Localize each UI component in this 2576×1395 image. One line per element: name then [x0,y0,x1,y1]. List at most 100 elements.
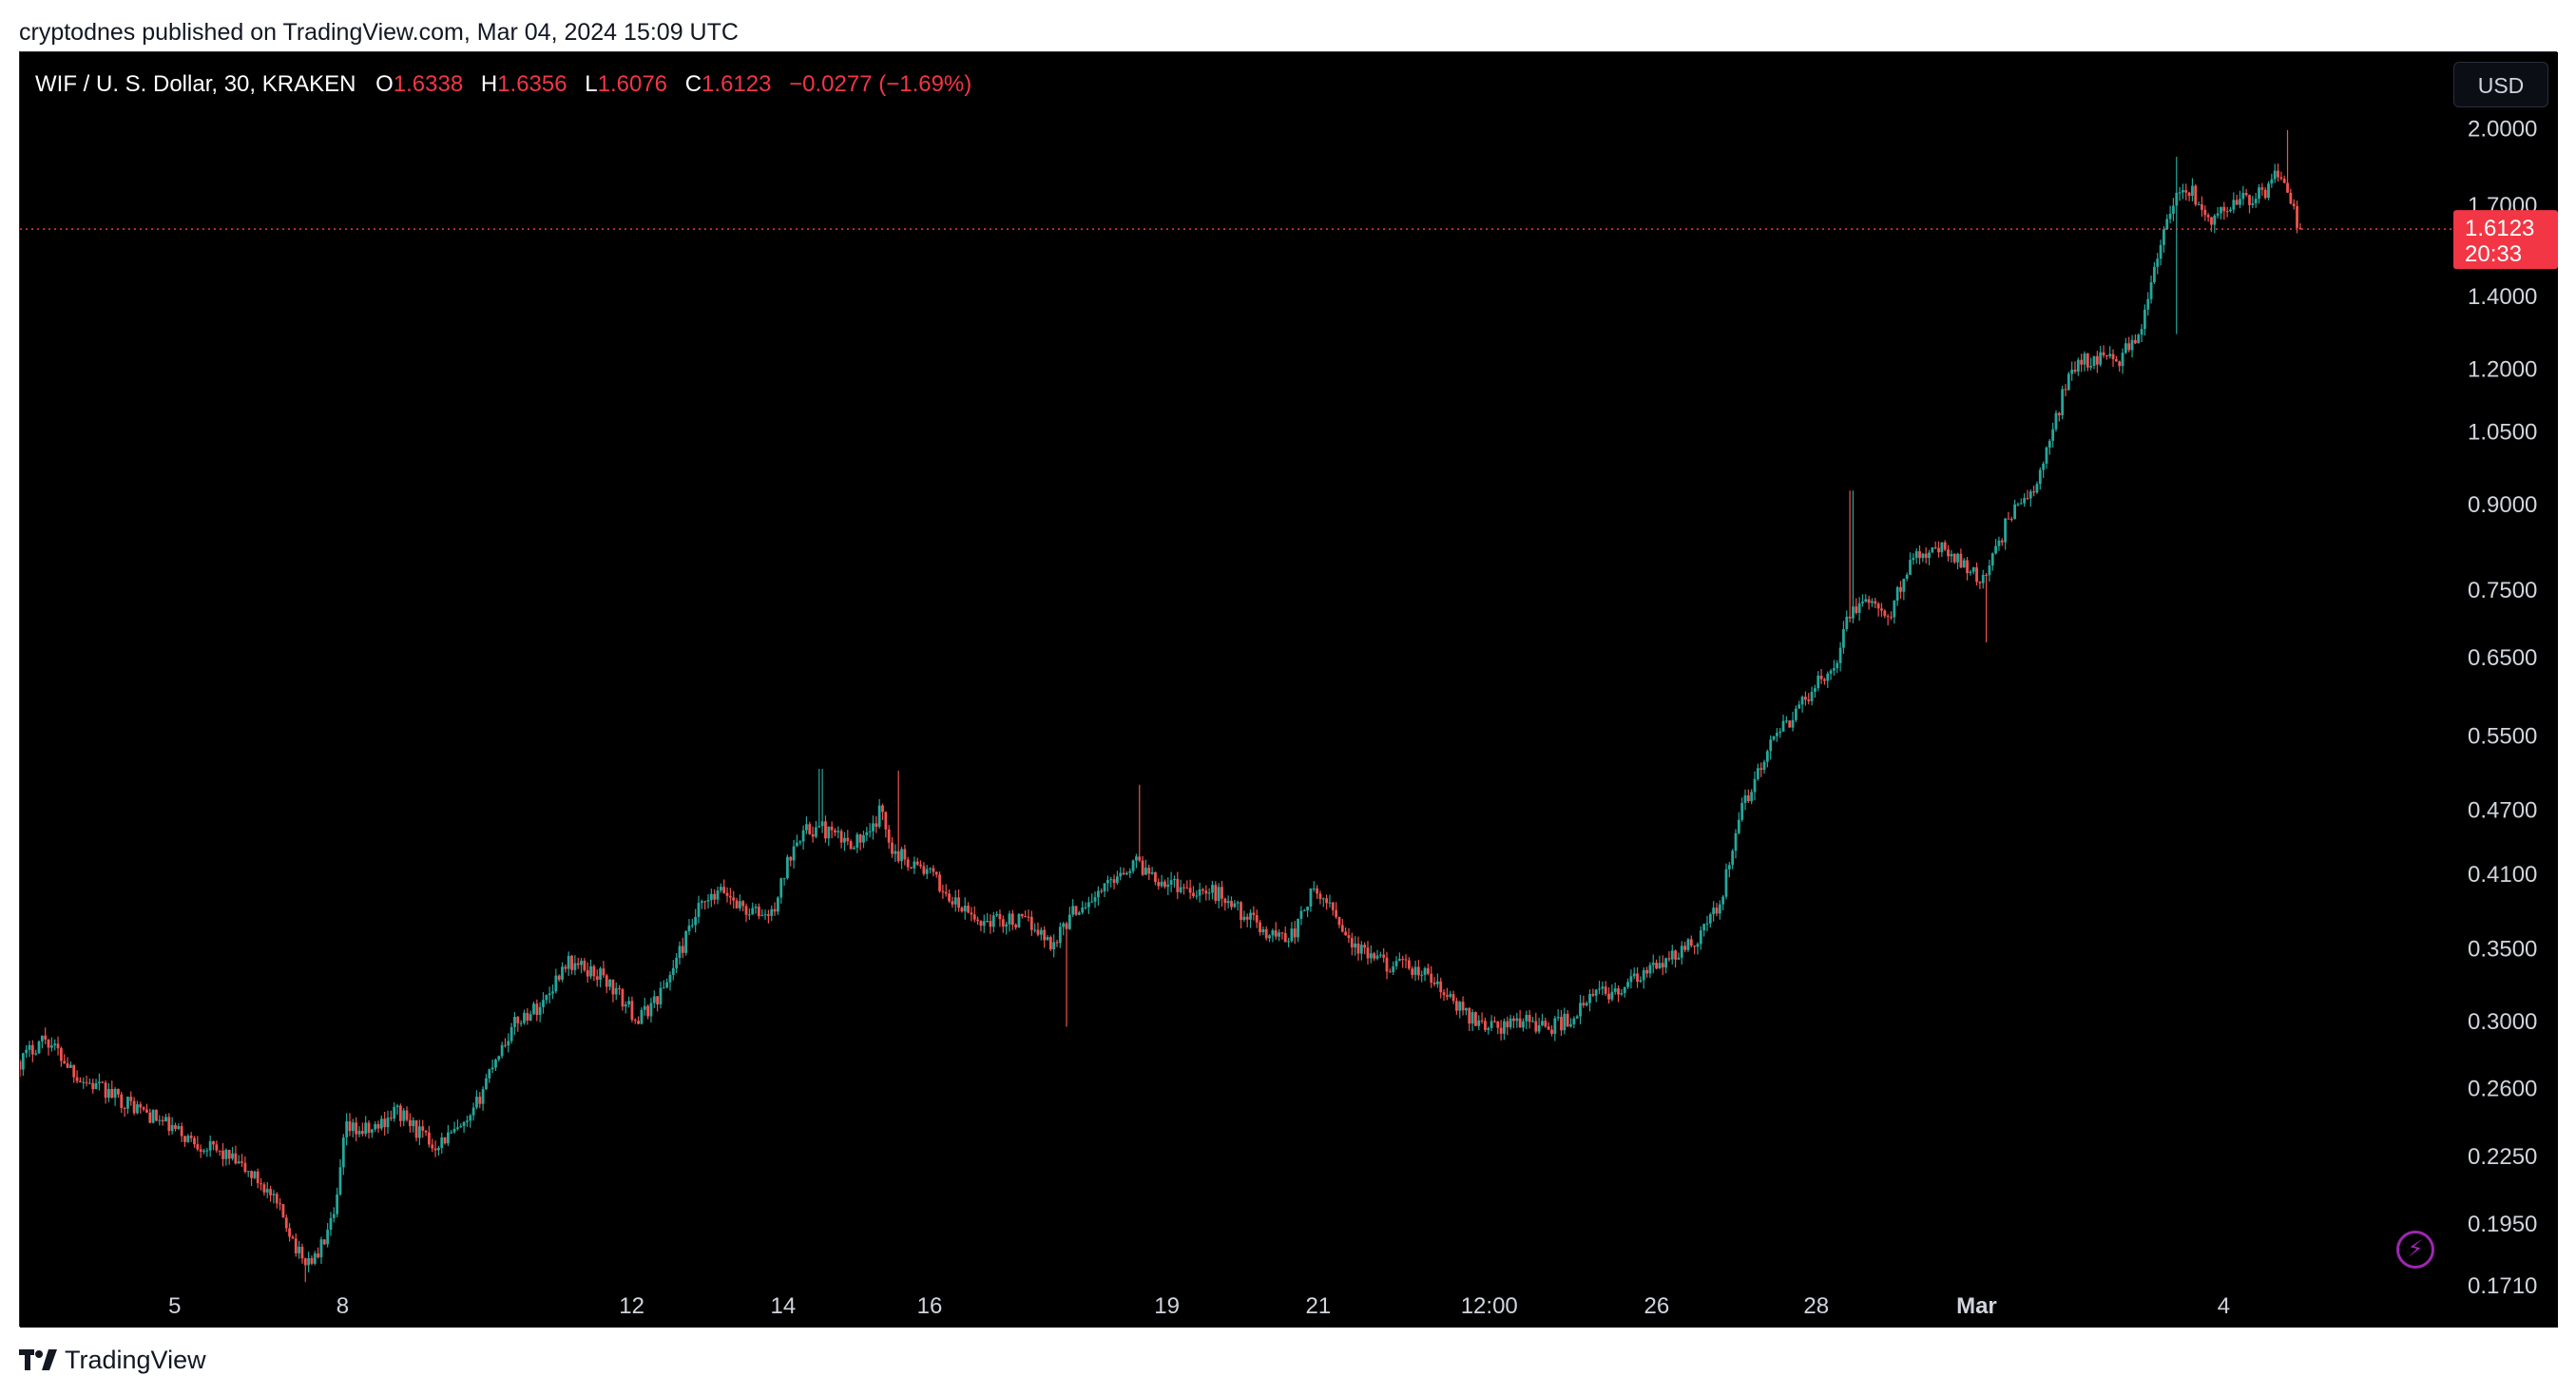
candle-body [145,1109,148,1113]
candle-body [88,1082,91,1084]
candle-body [1582,1003,1586,1005]
candle-body [1931,547,1934,553]
candle-body [1217,887,1221,901]
candle-body [2111,354,2115,359]
candle-body [1791,719,1795,728]
candle-body [1988,565,1991,576]
candle-body [151,1109,155,1123]
candle-body [1055,942,1059,944]
tradingview-logo[interactable]: TradingView [19,1346,206,1374]
candle-body [2019,503,2023,505]
publisher-caption: cryptodnes published on TradingView.com,… [19,19,739,46]
candle-body [675,957,679,968]
candle-body [2054,412,2058,430]
candle-body [1416,966,1420,976]
y-tick-label: 0.7500 [2468,578,2537,603]
candle-body [957,897,960,908]
candle-body [894,850,897,854]
candle-body [751,908,755,915]
candle-body [1769,739,1773,752]
candle-body [773,908,777,912]
candle-body [322,1239,326,1245]
candle-body [1667,958,1671,960]
candle-body [1807,699,1811,701]
candle-body [405,1110,409,1120]
candle-body [398,1105,402,1121]
candle-body [1245,916,1249,920]
candle-body [452,1128,456,1133]
candle-body [1503,1021,1506,1034]
candlestick-chart[interactable]: 2.00001.70001.40001.20001.05000.90000.75… [20,52,2558,1328]
candle-body [1188,888,1192,893]
candle-body [986,921,990,923]
candle-body [329,1217,333,1231]
candle-body [1169,880,1173,885]
candle-body [117,1088,120,1095]
candle-body [1474,1012,1477,1026]
candle-body [63,1061,67,1063]
candle-body [272,1194,276,1195]
candle-body [1378,954,1382,956]
candle-body [2013,504,2017,520]
y-tick-label: 1.0500 [2468,419,2537,445]
candle-body [1528,1014,1531,1022]
candle-body [2137,334,2141,344]
chart-panel[interactable]: 2.0000 1.7000 1.4000 1.2000 1.0500 0.9000 0.75… [19,51,2558,1328]
candle-body [1981,574,1985,583]
candle-body [2184,190,2188,193]
candle-body [875,823,878,827]
candle-body [2244,193,2248,196]
x-tick-label: 16 [917,1293,943,1319]
currency-button[interactable]: USD [2453,62,2548,107]
candle-body [573,963,577,970]
candle-body [218,1150,221,1152]
candle-body [167,1117,171,1132]
candle-body [1388,971,1392,973]
candle-body [630,1001,634,1021]
candle-body [1017,913,1021,927]
candle-body [1154,872,1157,883]
candle-body [1430,973,1433,983]
candle-body [1316,888,1318,894]
candle-body [855,834,859,849]
candle-body [284,1217,288,1229]
candle-body [1607,993,1610,1000]
candle-body [1522,1021,1525,1028]
candle-body [1074,906,1078,915]
ohlc-legend: WIF / U. S. Dollar, 30, KRAKEN O1.6338 H… [35,71,971,98]
candle-body [1147,868,1151,874]
lightning-icon[interactable]: ⚡ [2396,1231,2434,1269]
candle-body [1629,976,1633,983]
candle-body [608,979,611,987]
candle-body [113,1088,117,1099]
candle-body [1842,629,1845,648]
candle-body [110,1088,114,1099]
candle-body [2206,215,2210,218]
candle-body [557,975,561,980]
candle-body [2229,209,2232,212]
symbol-title[interactable]: WIF / U. S. Dollar, 30, KRAKEN [35,71,356,97]
candle-body [1585,1003,1588,1005]
candle-body [1674,950,1678,960]
candle-body [1375,955,1379,959]
candle-body [2220,206,2222,214]
candle-body [101,1081,105,1083]
candle-body [1683,946,1687,950]
candle-body [744,906,748,915]
candle-body [1125,872,1128,875]
x-tick-label: 5 [168,1293,181,1319]
candle-body [1677,957,1681,960]
candle-body [1933,547,1937,549]
candle-body [1081,908,1085,913]
candle-body [1601,986,1605,989]
candle-body [2146,298,2150,310]
candle-body [2057,412,2061,415]
candle-body [1226,901,1230,904]
candle-body [1240,902,1242,921]
candle-body [1413,966,1417,975]
candle-body [1490,1021,1493,1028]
candle-body [903,849,907,860]
candle-body [1553,1018,1557,1034]
candle-body [1046,937,1049,941]
candle-body [513,1017,516,1027]
